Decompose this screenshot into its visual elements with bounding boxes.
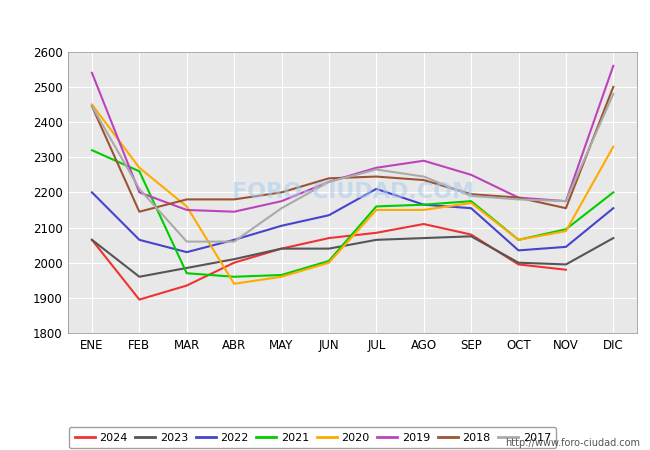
Text: FORO-CIUDAD.COM: FORO-CIUDAD.COM <box>231 182 474 202</box>
Text: http://www.foro-ciudad.com: http://www.foro-ciudad.com <box>505 438 640 448</box>
Legend: 2024, 2023, 2022, 2021, 2020, 2019, 2018, 2017: 2024, 2023, 2022, 2021, 2020, 2019, 2018… <box>69 427 556 448</box>
Text: Afiliados en Cazorla a 30/11/2024: Afiliados en Cazorla a 30/11/2024 <box>173 14 477 33</box>
